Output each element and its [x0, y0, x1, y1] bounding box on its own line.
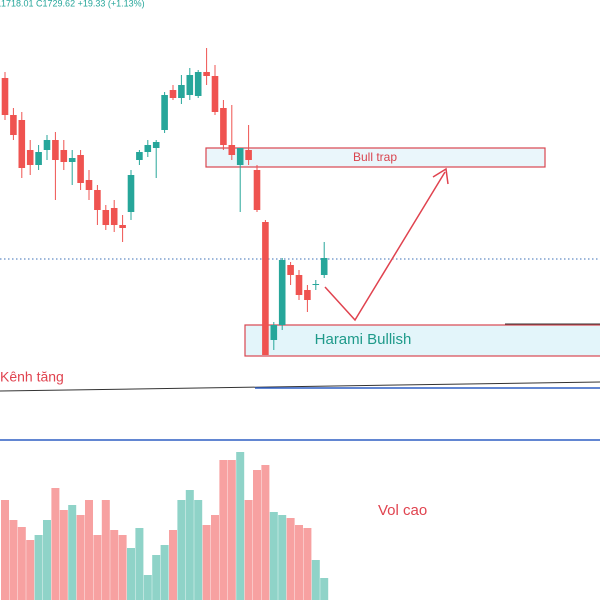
volume-bar — [278, 515, 287, 600]
volume-bar — [185, 490, 194, 600]
candle-body — [136, 152, 143, 160]
volume-bar — [118, 535, 127, 600]
volume-bar — [253, 470, 261, 600]
candle-body — [186, 75, 194, 95]
candle-body — [26, 150, 34, 165]
volume-bar — [202, 525, 211, 600]
candle-body — [1, 78, 9, 115]
volume-bar — [101, 500, 110, 600]
candle-body — [211, 76, 219, 112]
volume-bar — [152, 555, 161, 600]
candle-body — [102, 210, 110, 225]
candle-body — [85, 180, 93, 190]
volume-bar — [1, 500, 9, 600]
candle-body — [144, 145, 152, 152]
harami-box — [244, 324, 600, 357]
candle-body — [35, 152, 42, 165]
volume-bar — [85, 500, 93, 600]
candle-body — [43, 140, 51, 150]
arrow — [324, 171, 446, 322]
candle-body — [119, 225, 126, 228]
volume-bar — [34, 535, 43, 600]
bull-trap-box — [205, 147, 546, 168]
volume-bar — [127, 548, 135, 600]
channel-label: Kênh tăng — [0, 369, 64, 385]
candle-body — [236, 148, 244, 165]
ohlc-header: L1718.01 C1729.62 +19.33 (+1.13%) — [0, 0, 145, 8]
channel-line — [0, 381, 600, 392]
volume-label: Vol cao — [378, 502, 427, 519]
candle-body — [18, 120, 26, 168]
candle-body — [68, 158, 76, 162]
volume-bar — [244, 500, 253, 600]
candle-body — [270, 325, 278, 340]
candle-body — [203, 72, 210, 76]
volume-bar — [295, 525, 303, 600]
candle-body — [152, 142, 160, 148]
volume-bar — [286, 518, 295, 600]
volume-bar — [9, 520, 18, 600]
volume-bar — [311, 560, 320, 600]
candle-body — [245, 150, 252, 160]
volume-bar — [135, 528, 144, 600]
volume-bar — [219, 460, 228, 600]
candle-body — [60, 150, 68, 162]
candle-body — [52, 140, 59, 160]
candle-body — [320, 258, 328, 275]
volume-bar — [59, 510, 68, 600]
candle-body — [10, 115, 17, 135]
arrow-head — [432, 167, 449, 185]
volume-bar — [93, 535, 102, 600]
volume-bar — [194, 500, 203, 600]
candle-body — [228, 145, 236, 155]
candle-body — [169, 90, 177, 98]
volume-bar — [320, 578, 329, 600]
volume-bar — [160, 545, 169, 600]
candle-body — [194, 72, 202, 96]
candle-body — [287, 265, 294, 275]
volume-bar — [236, 452, 245, 600]
volume-bar — [17, 527, 26, 600]
candle-body — [304, 290, 311, 300]
volume-bar — [261, 465, 270, 600]
candle-body — [127, 175, 135, 212]
volume-bar — [169, 530, 177, 600]
candle-body — [110, 208, 118, 225]
candle-body — [253, 170, 261, 210]
volume-bar — [110, 530, 119, 600]
harami-label: Harami Bullish — [315, 331, 412, 348]
volume-bar — [269, 512, 278, 600]
candle-body — [178, 85, 185, 98]
candle-body — [94, 190, 101, 210]
volume-bar — [227, 460, 236, 600]
candle-body — [77, 155, 84, 183]
candle-body — [312, 284, 320, 285]
volume-bar — [303, 528, 312, 600]
candle-body — [278, 260, 286, 325]
candle-body — [262, 222, 269, 355]
volume-bar — [177, 500, 186, 600]
candle-body — [161, 95, 168, 130]
candle-body — [295, 275, 303, 295]
volume-bar — [211, 515, 219, 600]
bull-trap-label: Bull trap — [353, 150, 397, 164]
candle-body — [220, 108, 227, 145]
volume-bar — [68, 505, 77, 600]
volume-bar — [26, 540, 35, 600]
volume-bar — [76, 515, 85, 600]
volume-bar — [51, 488, 60, 600]
volume-bar — [43, 520, 51, 600]
volume-bar — [143, 575, 152, 600]
